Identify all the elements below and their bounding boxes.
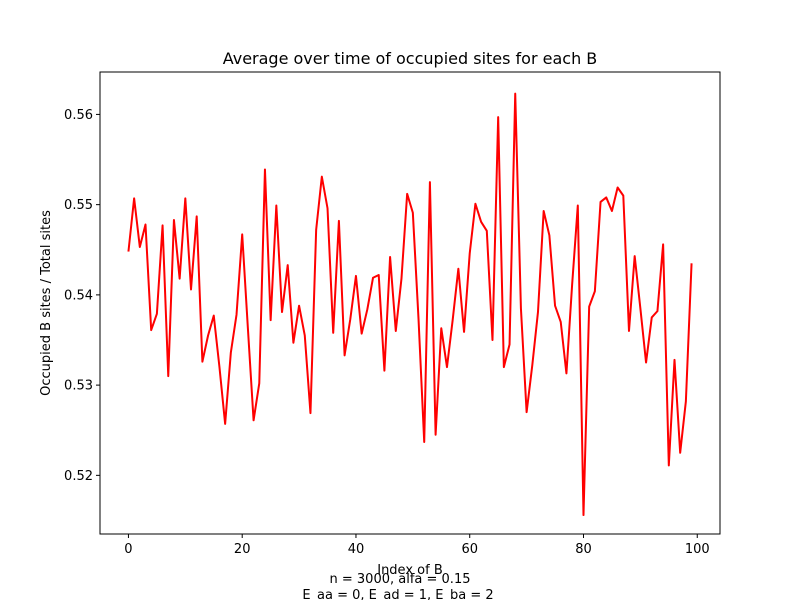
series-line [127,92,693,517]
plot-area [99,71,721,535]
y-tick-label: 0.53 [64,379,93,394]
x-axis-label: Index of B [377,563,443,578]
x-tick-label: 0 [124,542,132,557]
y-tick-label: 0.54 [64,288,93,303]
x-axis-ticks: 0 20 40 60 80 100 [124,534,710,557]
x-tick-label: 20 [234,542,251,557]
y-tick-label: 0.52 [64,469,93,484]
x-tick-label: 100 [685,542,710,557]
chart-title: Average over time of occupied sites for … [223,49,598,68]
x-tick-label: 40 [348,542,365,557]
y-axis-label: Occupied B sites / Total sites [39,210,54,396]
x-tick-label: 80 [575,542,592,557]
caption-line-2: E_aa = 0, E_ad = 1, E_ba = 2 [302,588,493,600]
x-tick-label: 60 [461,542,478,557]
y-tick-label: 0.55 [64,198,93,213]
caption-line-1: n = 3000, alfa = 0.15 [330,572,471,587]
y-tick-label: 0.56 [64,108,93,123]
y-axis-ticks: 0.52 0.53 0.54 0.55 0.56 [64,108,100,484]
plot-frame [99,71,721,535]
